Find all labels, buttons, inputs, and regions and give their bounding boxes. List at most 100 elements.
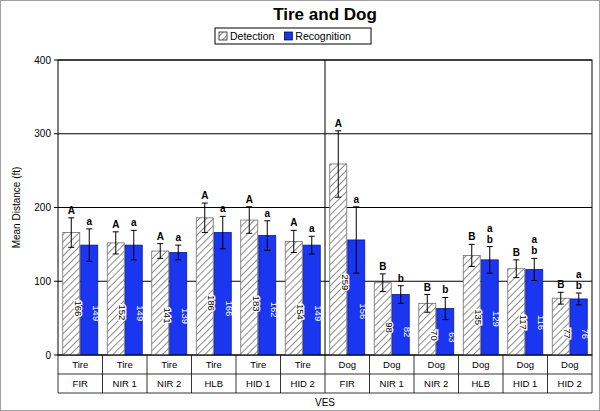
error-bar <box>442 297 448 319</box>
error-cap <box>220 216 226 217</box>
legend-label: Recognition <box>295 30 351 42</box>
data-label: 149 <box>135 305 146 321</box>
error-stem <box>338 131 339 197</box>
x-tick-label: HLB <box>472 378 490 389</box>
error-bar <box>113 232 119 254</box>
data-label: 117 <box>518 315 529 330</box>
legend-label: Detection <box>230 30 275 42</box>
significance-letter: A <box>68 205 75 216</box>
y-axis-label: Mean Distance (ft) <box>11 167 22 249</box>
error-cap <box>576 293 582 294</box>
error-stem <box>356 207 357 273</box>
error-cap <box>131 230 137 231</box>
significance-letter: A <box>201 190 208 201</box>
error-cap <box>576 304 582 305</box>
labels: 166A152A141A186A183A154A259A98B70B135B11… <box>68 118 592 343</box>
error-cap <box>353 273 359 274</box>
error-bar <box>576 293 582 305</box>
x-tick-label: NIR 2 <box>157 378 181 389</box>
error-cap <box>157 258 163 259</box>
error-bar <box>264 221 270 251</box>
error-cap <box>86 228 92 229</box>
x-tick-label: Dog <box>339 359 356 370</box>
significance-letter: a <box>531 234 537 245</box>
error-cap <box>335 130 341 131</box>
x-tick-label: Dog <box>472 359 489 370</box>
x-tick-label: HID 2 <box>558 378 582 389</box>
error-bar <box>513 260 519 278</box>
error-bar <box>291 230 297 252</box>
error-cap <box>380 291 386 292</box>
bar <box>125 245 142 355</box>
error-cap <box>353 206 359 207</box>
y-tick <box>54 281 58 282</box>
legend-swatch <box>284 32 292 40</box>
error-cap <box>220 248 226 249</box>
error-stem <box>71 218 72 248</box>
title: Tire and Dog <box>273 5 377 24</box>
error-cap <box>113 231 119 232</box>
y-tick-label: 300 <box>34 128 51 139</box>
x-tick-label: Tire <box>72 359 88 370</box>
error-stem <box>89 229 90 261</box>
x-tick-label: NIR 1 <box>113 378 137 389</box>
error-cap <box>335 197 341 198</box>
error-stem <box>311 236 312 254</box>
error-cap <box>309 253 315 254</box>
error-cap <box>469 244 475 245</box>
error-cap <box>264 250 270 251</box>
error-stem <box>578 293 579 305</box>
data-label: 141 <box>162 308 173 324</box>
error-stem <box>489 247 490 274</box>
significance-letter: A <box>157 231 164 242</box>
error-bar <box>424 295 430 313</box>
bar <box>107 243 124 355</box>
x-tick-label: HID 2 <box>291 378 315 389</box>
bar <box>552 298 569 355</box>
error-cap <box>202 232 208 233</box>
bar <box>214 233 231 355</box>
data-label: 166 <box>73 301 84 317</box>
bar <box>463 255 480 355</box>
data-label: 186 <box>206 295 217 311</box>
significance-letter: b <box>442 284 448 295</box>
data-label: 70 <box>429 330 440 341</box>
error-cap <box>86 261 92 262</box>
significance-letter: B <box>513 247 520 258</box>
data-label: 259 <box>340 274 351 290</box>
x-tick-label: Dog <box>428 359 445 370</box>
error-cap <box>398 303 404 304</box>
data-label: 116 <box>536 315 547 330</box>
significance-letter: b <box>487 234 493 245</box>
error-cap <box>202 203 208 204</box>
error-bar <box>398 286 404 304</box>
bar <box>526 269 543 355</box>
error-cap <box>558 304 564 305</box>
error-stem <box>516 260 517 278</box>
error-cap <box>469 266 475 267</box>
data-label: 129 <box>491 311 502 327</box>
error-cap <box>487 273 493 274</box>
x-tick-label: HID 1 <box>246 378 270 389</box>
data-label: 149 <box>91 305 102 321</box>
bar <box>63 233 80 355</box>
error-cap <box>513 277 519 278</box>
bar <box>241 220 258 355</box>
error-stem <box>534 258 535 280</box>
x-tick-label: NIR 2 <box>424 378 448 389</box>
significance-letter: a <box>576 269 582 280</box>
bar <box>508 269 525 355</box>
error-bar <box>220 216 226 248</box>
significance-letter: B <box>379 261 386 272</box>
error-cap <box>68 247 74 248</box>
significance-letter: a <box>86 216 92 227</box>
error-stem <box>222 216 223 248</box>
x-tick-label: HLB <box>205 378 223 389</box>
data-label: 152 <box>117 304 128 320</box>
error-bar <box>246 207 252 234</box>
x-tick-label: Tire <box>206 359 222 370</box>
y-tick-label: 0 <box>45 350 51 361</box>
data-label: 135 <box>473 309 484 325</box>
x-tick-label: NIR 1 <box>380 378 404 389</box>
x-tick-label: Tire <box>250 359 266 370</box>
